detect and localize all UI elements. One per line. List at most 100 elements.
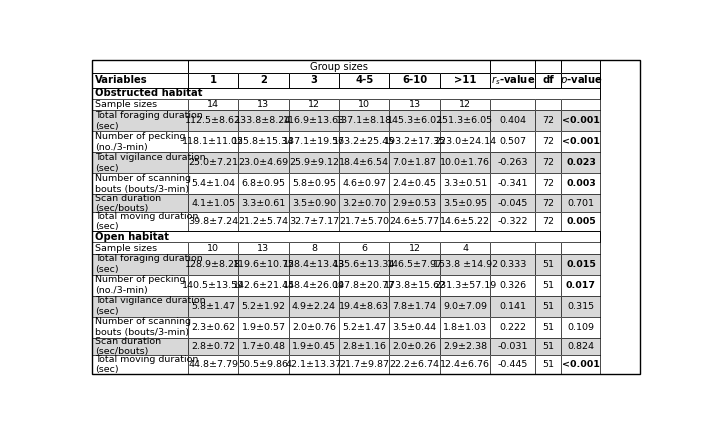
Bar — [561, 316, 600, 338]
Text: 12: 12 — [459, 100, 471, 109]
Text: 0.222: 0.222 — [499, 322, 526, 332]
Bar — [561, 243, 600, 254]
Bar — [339, 131, 389, 152]
Text: 2: 2 — [260, 75, 267, 85]
Text: -0.322: -0.322 — [498, 217, 528, 226]
Bar — [561, 295, 600, 316]
Bar — [92, 87, 600, 99]
Bar — [389, 99, 440, 111]
Bar — [339, 254, 389, 275]
Text: 4.1±1.05: 4.1±1.05 — [191, 199, 235, 208]
Bar — [188, 355, 238, 374]
Bar — [491, 254, 536, 275]
Bar — [440, 173, 491, 195]
Bar — [491, 73, 536, 87]
Bar — [339, 73, 389, 87]
Bar — [561, 60, 600, 73]
Text: 153.8 ±14.92: 153.8 ±14.92 — [433, 260, 498, 268]
Bar — [536, 99, 561, 111]
Bar — [440, 131, 491, 152]
Bar — [339, 111, 389, 131]
Bar — [561, 73, 600, 87]
Text: Total vigilance duration
(sec): Total vigilance duration (sec) — [95, 153, 206, 173]
Bar — [288, 73, 339, 87]
Bar — [339, 295, 389, 316]
Bar — [92, 73, 188, 87]
Bar — [339, 275, 389, 295]
Text: 0.109: 0.109 — [568, 322, 595, 332]
Text: 7.8±1.74: 7.8±1.74 — [393, 302, 437, 311]
Bar — [339, 152, 389, 173]
Bar — [288, 111, 339, 131]
Bar — [561, 316, 600, 338]
Text: 13: 13 — [258, 243, 270, 252]
Bar — [288, 275, 339, 295]
Bar — [491, 195, 536, 212]
Bar — [491, 295, 536, 316]
Bar — [238, 275, 288, 295]
Bar — [339, 111, 389, 131]
Bar — [389, 254, 440, 275]
Bar — [561, 99, 600, 111]
Bar — [491, 152, 536, 173]
Bar — [339, 212, 389, 231]
Text: 2.4±0.45: 2.4±0.45 — [393, 179, 437, 188]
Bar — [389, 195, 440, 212]
Bar — [339, 195, 389, 212]
Bar — [288, 355, 339, 374]
Bar — [491, 131, 536, 152]
Bar — [389, 355, 440, 374]
Text: 119.6±10.75: 119.6±10.75 — [233, 260, 294, 268]
Bar — [440, 295, 491, 316]
Bar — [288, 316, 339, 338]
Bar — [440, 73, 491, 87]
Text: 23.0±4.69: 23.0±4.69 — [238, 158, 288, 168]
Text: 2.0±0.76: 2.0±0.76 — [292, 322, 336, 332]
Text: Sample sizes: Sample sizes — [95, 100, 157, 109]
Bar — [288, 152, 339, 173]
Bar — [92, 111, 188, 131]
Bar — [188, 338, 238, 355]
Bar — [339, 195, 389, 212]
Text: 158.4±26.09: 158.4±26.09 — [283, 281, 345, 289]
Bar — [440, 99, 491, 111]
Bar — [238, 212, 288, 231]
Bar — [561, 173, 600, 195]
Text: Total moving duration
(sec): Total moving duration (sec) — [95, 355, 198, 374]
Bar — [92, 195, 188, 212]
Bar — [561, 254, 600, 275]
Text: 0.015: 0.015 — [566, 260, 596, 268]
Text: -0.263: -0.263 — [498, 158, 528, 168]
Bar — [536, 275, 561, 295]
Text: 0.141: 0.141 — [499, 302, 526, 311]
Bar — [339, 295, 389, 316]
Bar — [389, 111, 440, 131]
Bar — [339, 243, 389, 254]
Bar — [188, 338, 238, 355]
Bar — [491, 275, 536, 295]
Bar — [536, 195, 561, 212]
Text: 10: 10 — [358, 100, 371, 109]
Bar — [561, 111, 600, 131]
Bar — [339, 243, 389, 254]
Bar — [561, 212, 600, 231]
Bar — [339, 316, 389, 338]
Text: -0.045: -0.045 — [498, 199, 528, 208]
Bar — [389, 212, 440, 231]
Bar — [491, 99, 536, 111]
Bar — [339, 99, 389, 111]
Bar — [561, 131, 600, 152]
Bar — [238, 355, 288, 374]
Bar — [238, 338, 288, 355]
Text: 72: 72 — [543, 217, 554, 226]
Bar — [188, 212, 238, 231]
Bar — [339, 338, 389, 355]
Bar — [92, 87, 600, 99]
Bar — [536, 73, 561, 87]
Bar — [536, 254, 561, 275]
Bar — [92, 355, 188, 374]
Bar — [536, 295, 561, 316]
Bar — [389, 295, 440, 316]
Bar — [238, 338, 288, 355]
Text: 3.5±0.95: 3.5±0.95 — [443, 199, 487, 208]
